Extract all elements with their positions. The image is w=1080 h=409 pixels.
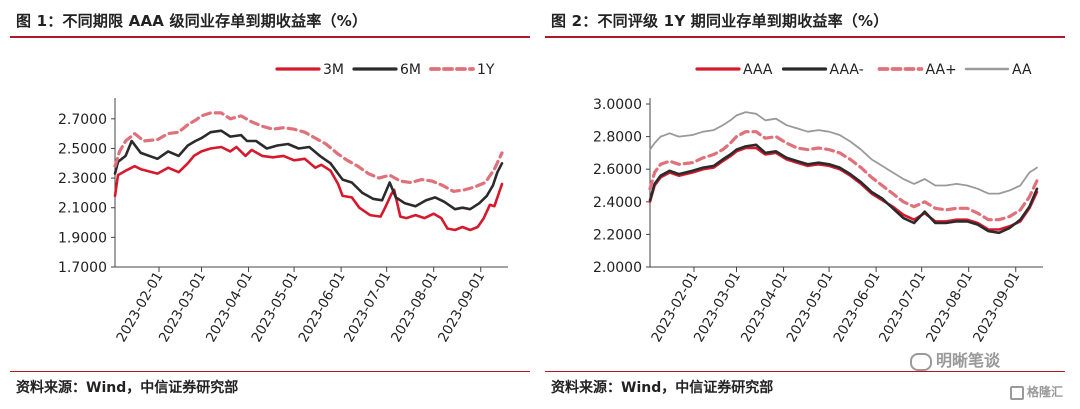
series-line-AAA- — [648, 143, 1039, 235]
y-tick-label: 2.2000 — [593, 227, 642, 243]
y-tick-label: 2.3000 — [58, 171, 107, 187]
title-rule — [545, 36, 1065, 38]
x-tick-label: 2023-08-01 — [388, 269, 441, 345]
x-tick-label: 2023-07-01 — [876, 269, 929, 345]
source-rule — [10, 371, 530, 372]
legend-label-3M: 3M — [323, 62, 344, 78]
y-tick-label: 2.6000 — [593, 162, 642, 178]
legend-label-6M: 6M — [400, 62, 421, 78]
y-tick-label: 1.9000 — [58, 230, 107, 246]
legend-label-AA+: AA+ — [926, 62, 957, 78]
x-tick-label: 2023-09-01 — [970, 269, 1023, 345]
watermark-text: 格隆汇 — [1027, 385, 1064, 399]
x-tick-label: 2023-04-01 — [203, 269, 256, 345]
y-tick-label: 1.7000 — [58, 260, 107, 276]
y-tick-label: 3.0000 — [593, 97, 642, 113]
chart-area: 2.0000 2.2000 2.4000 2.6000 2.8000 3.0000 2023… — [545, 40, 1070, 374]
line-chart-2: 2.0000 2.2000 2.4000 2.6000 2.8000 3.0000 2023… — [593, 62, 1043, 345]
logo-icon — [1010, 385, 1024, 400]
y-tick-label: 2.1000 — [58, 201, 107, 217]
series-line-1Y — [113, 111, 504, 193]
x-tick-label: 2023-06-01 — [831, 269, 884, 345]
y-tick-label: 2.7000 — [58, 112, 107, 128]
chat-bubble-icon — [910, 352, 932, 371]
x-tick-label: 2023-04-01 — [738, 269, 791, 345]
legend-label-AA: AA — [1012, 62, 1032, 78]
chart-panel-1: 图 1：不同期限 AAA 级同业存单到期收益率（%） 1.7000 1.9000 2… — [10, 0, 535, 409]
x-tick-label: 2023-09-01 — [435, 269, 488, 345]
line-chart-1: 1.7000 1.9000 2.1000 2.3000 2.5000 2.7000 2023… — [58, 62, 508, 345]
legend-label-1Y: 1Y — [477, 62, 495, 78]
series-line-6M — [113, 129, 504, 211]
chart-title: 图 2：不同评级 1Y 期同业存单到期收益率（%） — [551, 12, 889, 30]
x-tick-label: 2023-05-01 — [248, 269, 301, 345]
source-note: 资料来源：Wind，中信证券研究部 — [16, 380, 239, 396]
title-rule — [10, 36, 530, 38]
series-line-3M — [113, 145, 504, 232]
source-note: 资料来源：Wind，中信证券研究部 — [551, 380, 774, 396]
chart-title: 图 1：不同期限 AAA 级同业存单到期收益率（%） — [16, 12, 368, 30]
y-tick-label: 2.8000 — [593, 130, 642, 146]
chart-panel-2: 图 2：不同评级 1Y 期同业存单到期收益率（%） 2.0000 2.2000 2.… — [545, 0, 1070, 409]
chart-area: 1.7000 1.9000 2.1000 2.3000 2.5000 2.7000 2023… — [10, 40, 535, 374]
x-tick-label: 2023-06-01 — [296, 269, 349, 345]
watermark-site: 格隆汇 — [1010, 383, 1063, 400]
watermark-brand: 明晰笔谈 — [910, 347, 1000, 371]
watermark-text: 明晰笔谈 — [936, 351, 1001, 370]
legend-label-AAA-: AAA- — [830, 62, 864, 78]
x-tick-label: 2023-05-01 — [783, 269, 836, 345]
y-tick-label: 2.4000 — [593, 195, 642, 211]
y-tick-label: 2.5000 — [58, 141, 107, 157]
x-tick-label: 2023-07-01 — [341, 269, 394, 345]
series-line-AA — [649, 111, 1038, 195]
y-tick-label: 2.0000 — [593, 260, 642, 276]
legend-label-AAA: AAA — [743, 62, 773, 78]
series-line-AA+ — [648, 130, 1039, 222]
series-line-AAA — [648, 146, 1039, 231]
source-rule — [545, 371, 1065, 372]
x-tick-label: 2023-08-01 — [923, 269, 976, 345]
